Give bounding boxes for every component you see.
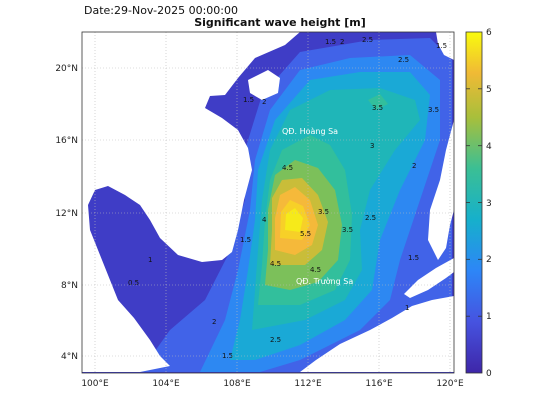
contour-label: 1.5	[222, 352, 233, 360]
lat-tick: 16°N	[55, 136, 78, 146]
contour-label: 1.5	[243, 96, 254, 104]
contour-label: 4.5	[282, 164, 293, 172]
band-north-spot	[368, 94, 388, 110]
contour-label: 1.5	[325, 38, 336, 46]
map-title: Significant wave height [m]	[194, 16, 366, 29]
contour-label: 3.5	[428, 106, 439, 114]
contour-label: 2.5	[365, 214, 376, 222]
contour-label: 1	[148, 256, 152, 264]
lon-tick: 112°E	[294, 379, 322, 389]
place-label-paracel: QĐ. Hoàng Sa	[282, 127, 338, 136]
land-borneo	[300, 296, 454, 372]
contour-label: 1.5	[240, 236, 251, 244]
place-label-spratly: QĐ. Trường Sa	[296, 276, 353, 286]
contour-label: 3	[370, 142, 374, 150]
contour-label: 4	[262, 216, 267, 224]
lon-tick: 116°E	[365, 379, 393, 389]
contour-label: 1	[405, 304, 409, 312]
contour-label: 4.5	[270, 260, 281, 268]
date-label: Date:29-Nov-2025 00:00:00	[84, 4, 238, 17]
colorbar-tick: 0	[486, 369, 492, 379]
contour-label: 0.5	[128, 279, 139, 287]
colorbar-tick: 4	[486, 142, 492, 152]
contour-label: 2	[262, 98, 266, 106]
land-taiwan	[436, 32, 454, 60]
contour-label: 4.5	[310, 266, 321, 274]
lon-tick: 104°E	[152, 379, 180, 389]
land-hainan	[248, 70, 280, 100]
colorbar-tick: 2	[486, 255, 492, 265]
lon-tick: 100°E	[81, 379, 109, 389]
colorbar-tick: 6	[486, 28, 492, 38]
colorbar-tick: 5	[486, 85, 492, 95]
contour-label: 2	[412, 162, 416, 170]
contour-label: 1.5	[408, 254, 419, 262]
colorbar-tick: 1	[486, 312, 492, 322]
gridlines	[82, 32, 454, 373]
contour-label: 2.5	[362, 36, 373, 44]
plot-frame	[81, 31, 455, 374]
contour-label: 3.5	[342, 226, 353, 234]
land-mainland	[82, 32, 300, 372]
lon-tick: 120°E	[436, 379, 464, 389]
land-philippines	[428, 120, 454, 260]
lat-tick: 12°N	[55, 209, 78, 219]
contour-label: 3.5	[318, 208, 329, 216]
lat-tick: 20°N	[55, 64, 78, 74]
contour-label: 2	[340, 38, 344, 46]
colorbar-ticks	[466, 88, 482, 317]
contour-label: 1.5	[436, 42, 447, 50]
contour-label: 5.5	[300, 230, 311, 238]
contour-labels: 1.5 2 2.5 2.5 1.5 3.5 3.5 2 1.5 3 4.5 4 …	[128, 36, 447, 360]
lon-tick: 108°E	[223, 379, 251, 389]
contour-label: 2.5	[270, 336, 281, 344]
lat-tick: 4°N	[61, 352, 78, 362]
lat-tick: 8°N	[61, 281, 78, 291]
band-5-5	[285, 208, 303, 232]
colorbar-tick: 3	[486, 199, 492, 209]
contour-label: 3.5	[372, 104, 383, 112]
land-palawan	[404, 258, 454, 298]
wave-field	[82, 32, 454, 373]
contour-label: 2.5	[398, 56, 409, 64]
contour-label: 2	[212, 318, 216, 326]
